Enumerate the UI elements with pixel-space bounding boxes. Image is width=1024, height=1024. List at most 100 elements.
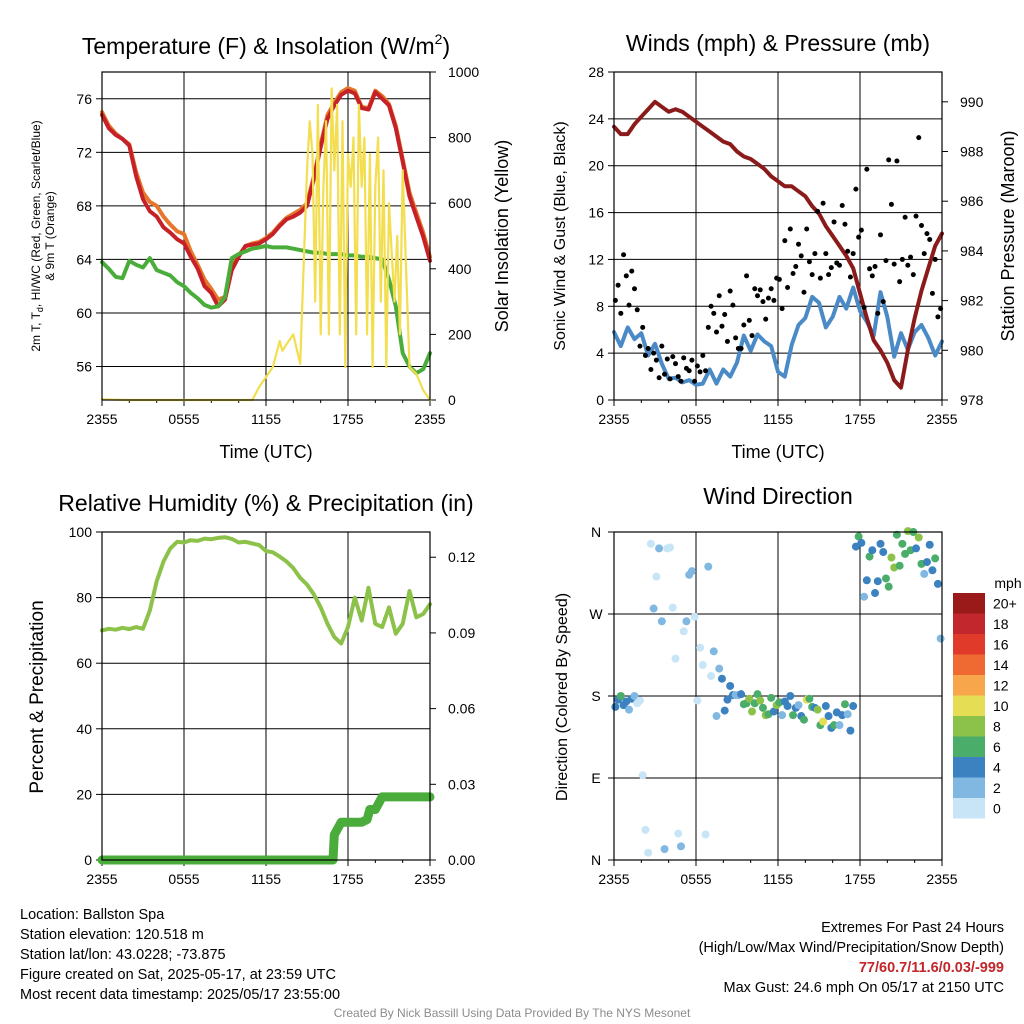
x-tick-label: 2355 (414, 411, 445, 427)
series-line (100, 88, 432, 309)
gust-point (815, 208, 821, 214)
gust-point (831, 219, 837, 225)
y-tick-label: 40 (76, 721, 92, 737)
x-tick-label: 0555 (168, 411, 199, 427)
gust-point (692, 378, 698, 384)
wind-direction-point (717, 674, 726, 683)
wind-direction-point (660, 845, 669, 854)
y2-tick-label: 0 (448, 392, 456, 408)
wind-direction-point (876, 539, 885, 548)
wind-direction-point (824, 712, 833, 721)
legend-swatch (953, 695, 985, 716)
wind-panel: Winds (mph) & Pressure (mb) 2355 0555 1155… (552, 30, 1018, 462)
y2-tick-label: 0.00 (448, 852, 475, 868)
wind-direction-point (745, 694, 754, 703)
insolation-y-axis-label: Solar Insolation (Yellow) (492, 140, 512, 332)
wind-direction-point (879, 548, 888, 557)
plot-frame (101, 71, 431, 401)
wind-direction-point (868, 546, 877, 555)
y-tick-label: N (591, 524, 601, 540)
wind-direction-point (813, 705, 822, 714)
gust-point (757, 287, 763, 293)
wind-direction-point (936, 634, 945, 643)
x-tick-label: 2355 (598, 871, 629, 887)
wind-direction-point (655, 544, 664, 553)
wind-direction-point (794, 701, 803, 710)
gust-point (714, 329, 719, 335)
gust-point (801, 289, 807, 295)
gust-point (845, 248, 851, 254)
x-tick-label: 1755 (844, 871, 875, 887)
x-tick-label: 1155 (251, 871, 281, 887)
station-location: Location: Ballston Spa (20, 907, 165, 923)
legend-swatch (953, 654, 985, 675)
gust-point (741, 322, 747, 328)
gust-point (724, 338, 730, 344)
gust-point (919, 222, 924, 228)
wind-plot-area: 2355 0555 1155 1755 2355 0 4 8 12 16 20 24 28 978 980 9… (588, 64, 983, 427)
extremes-values: 77/60.7/11.6/0.03/-999 (858, 960, 1004, 976)
plot-frame (613, 531, 943, 861)
wind-direction-point (843, 710, 852, 719)
temperature-panel: Temperature (F) & Insolation (W/m2) 2355… (29, 31, 512, 462)
gust-point (908, 254, 914, 260)
wind-direction-point (840, 700, 849, 709)
gust-point (850, 251, 856, 257)
gust-point (768, 286, 774, 292)
wind-panel-title: Winds (mph) & Pressure (mb) (626, 30, 930, 56)
gust-point (719, 323, 725, 329)
gust-point (891, 261, 897, 267)
y-tick-label: 24 (588, 111, 604, 127)
legend-swatch (953, 593, 985, 614)
gust-point (842, 221, 848, 227)
gust-point (765, 295, 771, 301)
legend-swatch (953, 675, 985, 696)
wind-direction-point (849, 702, 858, 711)
wind-direction-point (881, 574, 890, 583)
y-tick-label: 72 (76, 144, 92, 160)
legend-swatch (953, 798, 985, 819)
wind-direction-point (701, 830, 710, 839)
y-tick-label: 20 (588, 158, 604, 174)
y-tick-label: 68 (76, 198, 92, 214)
gust-point (675, 374, 681, 380)
gust-point (856, 234, 862, 240)
x-tick-label: 1755 (844, 411, 875, 427)
gust-point (651, 350, 657, 356)
x-tick-label: 1755 (332, 411, 363, 427)
gust-point (615, 282, 621, 288)
gust-point (867, 266, 873, 272)
gust-point (664, 356, 670, 362)
y-tick-label: S (591, 688, 600, 704)
y2-tick-label: 1000 (448, 64, 479, 80)
gust-point (826, 272, 832, 278)
y-tick-label: 60 (76, 655, 92, 671)
x-tick-label: 2355 (414, 871, 445, 887)
gust-point (894, 158, 900, 164)
legend-swatch (953, 716, 985, 737)
legend-label: 18 (993, 616, 1009, 632)
extremes-info: Extremes For Past 24 Hours (High/Low/Max… (699, 918, 1004, 998)
x-tick-label: 1755 (332, 871, 363, 887)
wind-direction-point (707, 671, 716, 680)
wind-direction-point (865, 552, 874, 561)
wind-direction-point (679, 627, 688, 636)
gust-point (653, 357, 659, 363)
wind-direction-point (862, 576, 871, 585)
series-line (612, 99, 944, 390)
y-tick-label: 64 (76, 251, 92, 267)
legend-label: 20+ (993, 595, 1017, 611)
x-tick-label: 0555 (168, 871, 199, 887)
wind-direction-point (931, 554, 940, 563)
gust-point (899, 256, 905, 262)
gust-point (929, 290, 935, 296)
y2-tick-label: 200 (448, 326, 472, 342)
wind-direction-point (871, 589, 880, 598)
y-tick-label: W (589, 606, 603, 622)
wind-direction-point (687, 567, 696, 576)
y2-tick-label: 0.03 (448, 776, 475, 792)
wind-direction-point (652, 572, 661, 581)
gust-point (621, 252, 627, 258)
plot-frame (613, 71, 943, 401)
